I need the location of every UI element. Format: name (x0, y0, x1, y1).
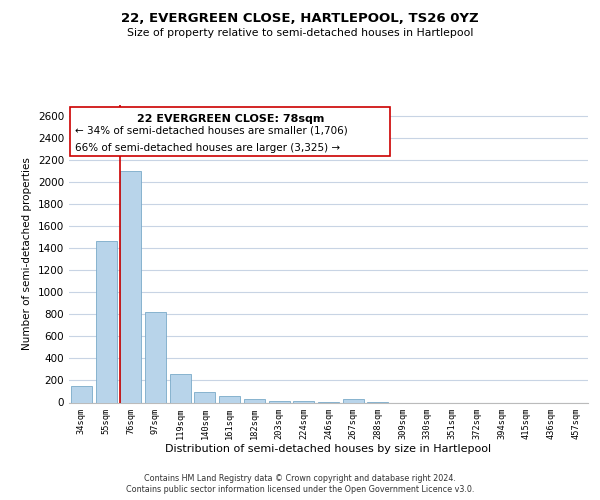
Text: Size of property relative to semi-detached houses in Hartlepool: Size of property relative to semi-detach… (127, 28, 473, 38)
Bar (194, 392, 215, 402)
Bar (145, 312, 166, 402)
Text: Contains public sector information licensed under the Open Government Licence v3: Contains public sector information licen… (126, 485, 474, 494)
Bar (269, 401, 290, 402)
Text: Contains HM Land Registry data © Crown copyright and database right 2024.: Contains HM Land Registry data © Crown c… (144, 474, 456, 483)
X-axis label: Distribution of semi-detached houses by size in Hartlepool: Distribution of semi-detached houses by … (166, 444, 491, 454)
Bar (120, 171, 141, 402)
Text: ← 34% of semi-detached houses are smaller (1,706): ← 34% of semi-detached houses are smalle… (75, 126, 348, 136)
Bar (343, 400, 364, 402)
Bar (71, 386, 92, 402)
Bar (219, 396, 240, 402)
Bar (170, 374, 191, 402)
Bar (244, 399, 265, 402)
Bar (95, 240, 116, 402)
FancyBboxPatch shape (70, 107, 390, 156)
Text: 22, EVERGREEN CLOSE, HARTLEPOOL, TS26 0YZ: 22, EVERGREEN CLOSE, HARTLEPOOL, TS26 0Y… (121, 12, 479, 26)
Y-axis label: Number of semi-detached properties: Number of semi-detached properties (22, 158, 32, 350)
Text: 66% of semi-detached houses are larger (3,325) →: 66% of semi-detached houses are larger (… (75, 142, 340, 152)
Text: 22 EVERGREEN CLOSE: 78sqm: 22 EVERGREEN CLOSE: 78sqm (137, 114, 324, 124)
